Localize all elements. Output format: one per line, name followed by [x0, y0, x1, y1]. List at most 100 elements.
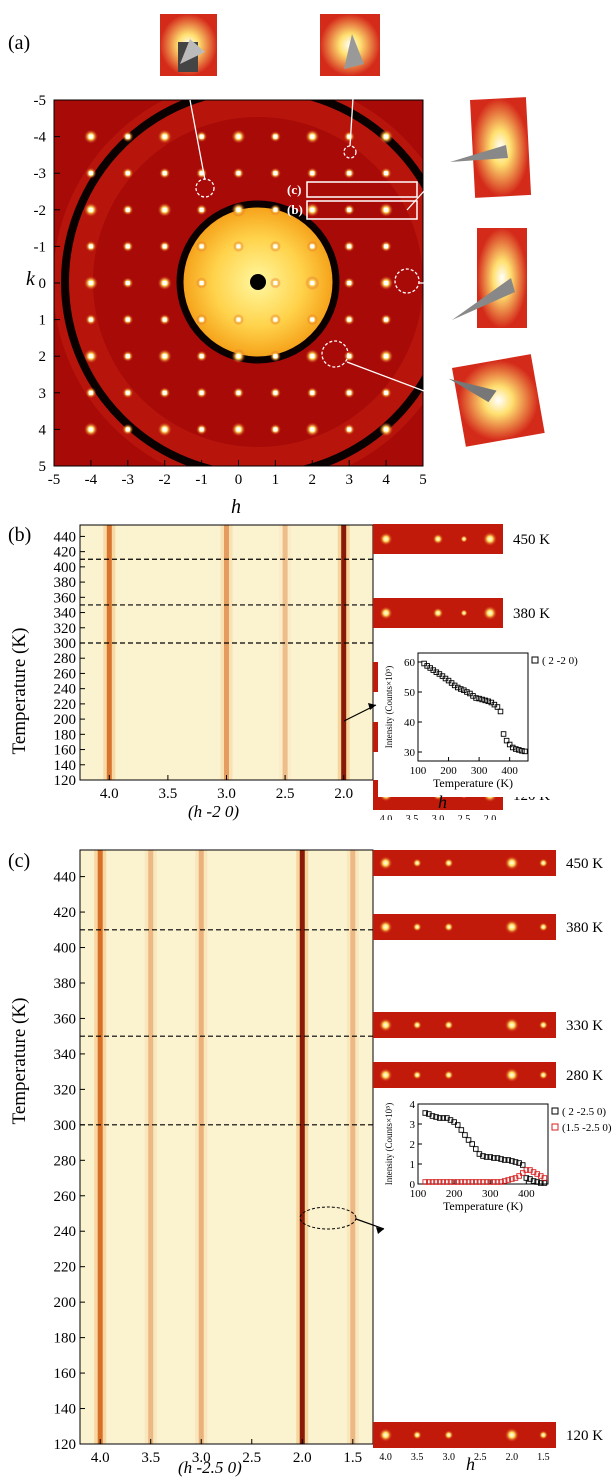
y-tick-label: -1: [34, 239, 47, 255]
y-tick-label: -2: [34, 203, 47, 219]
snapshot-spot: [444, 1070, 454, 1080]
y-tick-label: 400: [54, 560, 77, 576]
x-tick-label: -3: [122, 472, 135, 488]
bragg-spot-core: [273, 281, 278, 285]
legend-label: (1.5 -2.5 0): [562, 1122, 612, 1134]
bragg-spot-core: [347, 281, 352, 285]
inset-data-point: [516, 747, 522, 753]
panel-c-snap-xlabel: h: [466, 1454, 475, 1474]
bragg-spot-core: [199, 244, 204, 249]
snapshot-tick-label: 4.0: [379, 1452, 392, 1463]
box-c: [306, 181, 418, 198]
inset-data-point: [501, 1178, 508, 1184]
inset-data-point: [451, 1119, 457, 1125]
snapshot-strip: [373, 850, 556, 876]
inset-data-point: [487, 1154, 493, 1160]
inset-data-point: [509, 1158, 515, 1164]
x-tick-label: 1: [272, 472, 280, 488]
bragg-spot-core: [273, 134, 278, 139]
snapshot-spot: [504, 1428, 519, 1442]
snapshot-spot: [460, 535, 468, 543]
x-tick-label: 2.5: [276, 786, 295, 802]
y-tick-label: 160: [54, 1366, 77, 1382]
inset-data-point: [461, 687, 467, 693]
peak-inset: [448, 354, 545, 447]
inset-data-point: [482, 697, 488, 704]
y-tick-label: 360: [54, 590, 77, 606]
bragg-spot-core: [384, 207, 389, 212]
bragg-spot-core: [125, 390, 130, 395]
snapshot-spot: [412, 1430, 422, 1440]
y-tick-label: 300: [54, 636, 77, 652]
bragg-spot-core: [273, 317, 278, 322]
inset-background: [378, 645, 578, 797]
inset-data-point: [429, 1113, 436, 1119]
snapshot-spot: [379, 606, 393, 620]
panel-c-xlabel: (h -2.5 0): [178, 1458, 242, 1477]
bragg-spot-core: [236, 207, 241, 212]
bragg-spot-core: [310, 134, 315, 139]
bragg-spot-core: [273, 427, 278, 432]
inset-data-point: [462, 1179, 468, 1185]
y-tick-label: 160: [54, 743, 77, 759]
inset-data-point: [422, 1110, 428, 1116]
bragg-spot-core: [88, 427, 93, 432]
bragg-spot-core: [236, 244, 241, 249]
y-tick-label: 260: [54, 666, 77, 682]
temperature-label: 280 K: [566, 1068, 603, 1084]
inset-data-point: [440, 1179, 447, 1185]
bragg-spot-core: [310, 171, 315, 176]
y-tick-label: 340: [54, 606, 77, 622]
y-tick-label: 340: [54, 1047, 77, 1063]
bragg-spot-core: [273, 207, 278, 212]
inset-data-point: [505, 1177, 512, 1183]
bragg-spot-core: [236, 317, 241, 322]
snapshot-spot: [504, 1018, 519, 1032]
inset-data-point: [433, 1179, 439, 1185]
bragg-spot-core: [162, 134, 167, 139]
inset-data-point: [516, 1173, 522, 1179]
inset-xlabel: Temperature (K): [443, 1199, 523, 1213]
snapshot-strip: [373, 1422, 556, 1448]
y-tick-label: 420: [54, 905, 77, 921]
x-tick-label: 3.0: [192, 1450, 211, 1466]
inset-ylabel: Intensity (Counts×10⁵): [384, 666, 394, 748]
y-tick-label: 380: [54, 976, 77, 992]
diffuse-line: [279, 525, 292, 780]
inset-y-tick-label: 3: [410, 1119, 416, 1131]
inset-data-point: [512, 1159, 519, 1165]
panel-a-ylabel: k: [26, 268, 35, 290]
bragg-spot-core: [236, 171, 241, 176]
snapshot-tick-label: 3.5: [406, 814, 419, 820]
y-tick-label: -3: [34, 166, 47, 182]
bragg-spot-core: [125, 134, 130, 139]
y-tick-label: 200: [54, 712, 77, 728]
snapshot-strip: [373, 914, 556, 940]
inset-data-point: [458, 1179, 465, 1185]
y-tick-label: 300: [54, 1118, 77, 1134]
y-tick-label: 240: [54, 1224, 77, 1240]
bragg-spot-core: [88, 171, 93, 176]
bragg-spot-core: [347, 354, 352, 359]
snapshot-spot: [538, 1070, 548, 1080]
inset-data-point: [483, 1179, 490, 1185]
y-tick-label: 320: [54, 1082, 77, 1098]
y-tick-label: 400: [54, 941, 77, 957]
inset-data-point: [480, 1153, 486, 1159]
bragg-spot-core: [125, 317, 130, 322]
bragg-spot-core: [125, 354, 130, 359]
snapshot-spot: [379, 920, 393, 934]
snapshot-tick-label: 2.5: [458, 814, 471, 820]
bragg-spot-core: [162, 207, 167, 212]
snapshot-spot: [538, 858, 548, 868]
inset-x-tick-label: 300: [471, 765, 488, 777]
bragg-spot-core: [88, 317, 93, 322]
bragg-spot-core: [162, 390, 167, 395]
inset-data-point: [500, 731, 507, 737]
inset-data-point: [473, 1179, 479, 1185]
y-tick-label: 320: [54, 621, 77, 637]
bragg-spot-core: [88, 134, 93, 139]
y-tick-label: 5: [39, 459, 47, 475]
bragg-spot-core: [199, 354, 204, 359]
x-tick-label: 1.5: [343, 1450, 362, 1466]
